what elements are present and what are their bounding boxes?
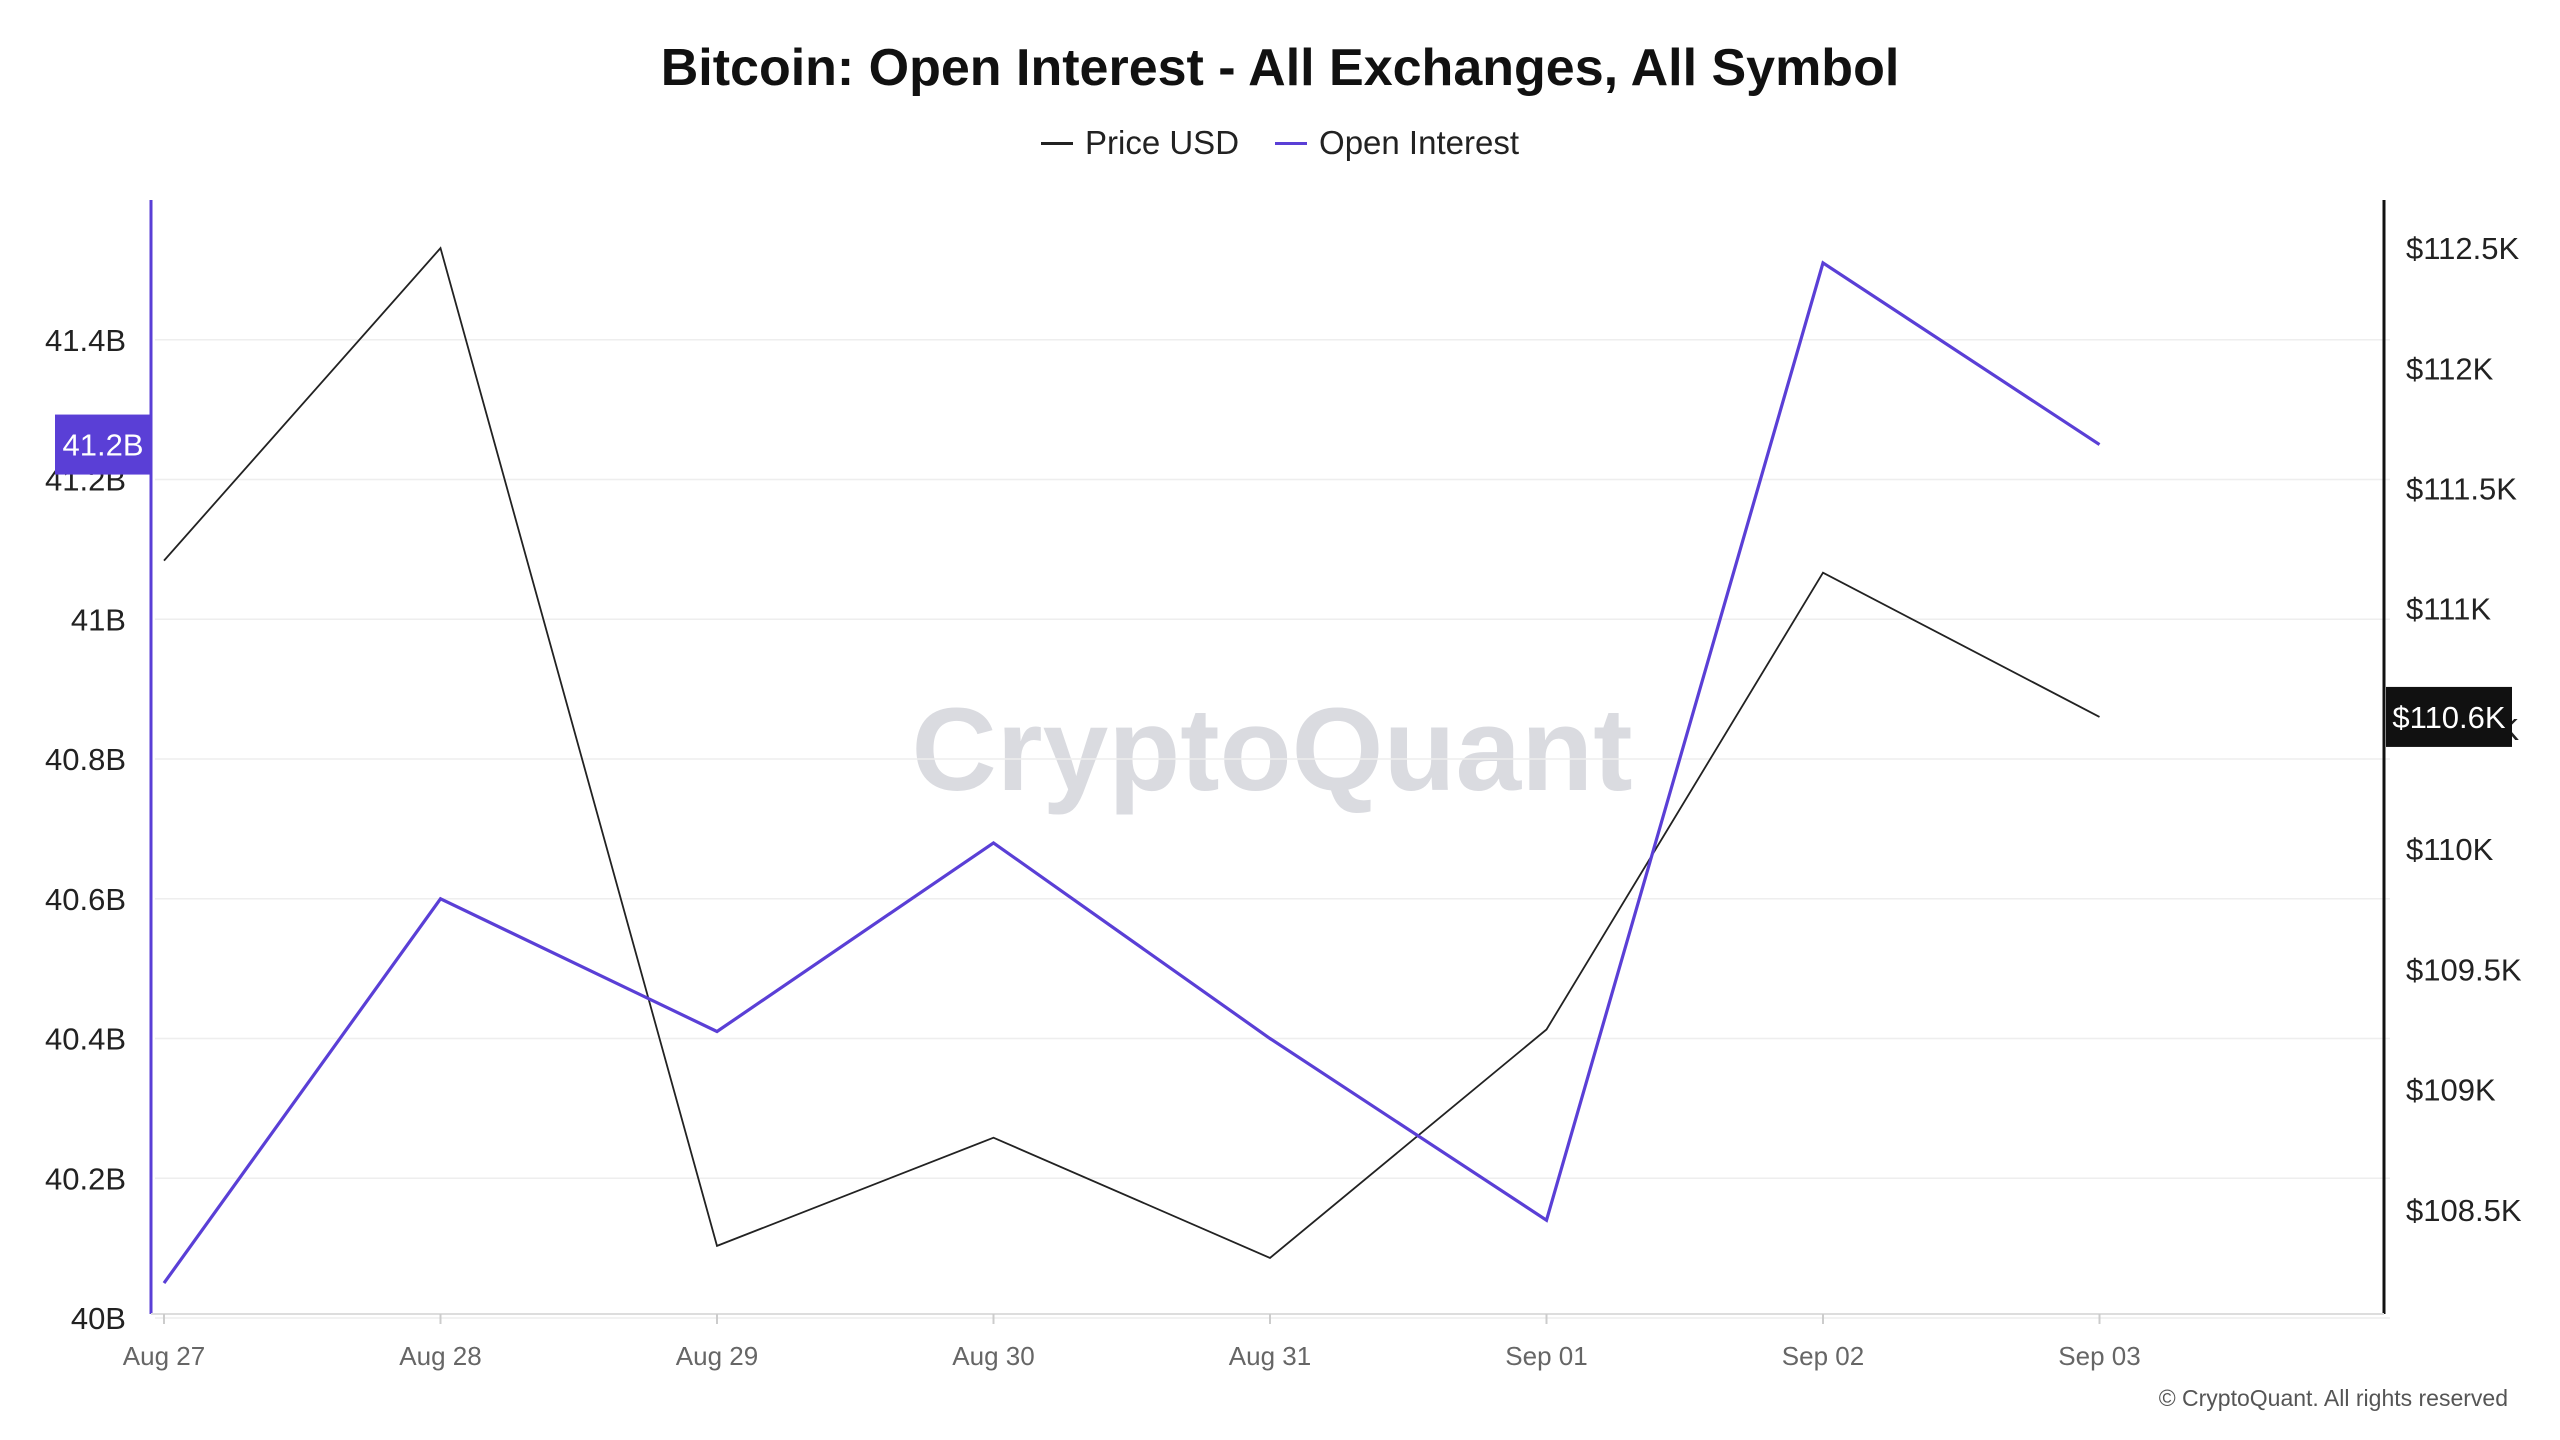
- right-tick-label: $109.5K: [2406, 952, 2522, 987]
- left-tick-label: 40B: [71, 1301, 126, 1336]
- legend-label-price: Price USD: [1085, 124, 1240, 161]
- series-line-price-usd: [163, 246, 2100, 1259]
- x-tick-label: Aug 28: [399, 1341, 481, 1371]
- legend-item-price[interactable]: Price USD: [1041, 124, 1239, 162]
- copyright: © CryptoQuant. All rights reserved: [2158, 1385, 2508, 1411]
- right-value-marker-box: [2386, 686, 2512, 747]
- right-tick-label: $111K: [2406, 592, 2491, 627]
- x-tick-label: Aug 27: [123, 1341, 205, 1371]
- left-tick-label: 40.2B: [45, 1161, 126, 1196]
- legend-item-open-interest[interactable]: Open Interest: [1275, 124, 1519, 162]
- series-group: [162, 246, 2101, 1285]
- right-tick-label: $111.5K: [2406, 472, 2517, 507]
- legend-swatch-open-interest: [1275, 141, 1308, 145]
- left-tick-label: 41B: [71, 602, 126, 637]
- x-tick-label: Sep 02: [1782, 1341, 1864, 1371]
- chart-title: Bitcoin: Open Interest - All Exchanges, …: [660, 39, 1900, 97]
- x-tick-label: Sep 01: [1505, 1341, 1587, 1371]
- right-tick-label: $109K: [2406, 1073, 2496, 1108]
- right-tick-label: $108.5K: [2406, 1193, 2522, 1228]
- left-value-marker-box: [55, 414, 151, 475]
- left-tick-label: 40.8B: [45, 742, 126, 777]
- right-tick-label: $112.5K: [2406, 231, 2520, 266]
- grid: [155, 339, 2390, 1319]
- right-tick-label: $112K: [2406, 351, 2494, 386]
- series-line-open-interest: [162, 260, 2101, 1285]
- x-tick-label: Sep 03: [2058, 1341, 2140, 1371]
- left-tick-label: 41.4B: [45, 323, 126, 358]
- legend-label-open-interest: Open Interest: [1319, 124, 1519, 161]
- left-value-marker-label: 41.2B: [62, 428, 143, 463]
- left-tick-label: 40.4B: [45, 1022, 126, 1057]
- axis-markers: 41.2B $110.6K: [55, 414, 2512, 747]
- right-tick-label: $110K: [2406, 832, 2494, 867]
- x-tick-label: Aug 29: [676, 1341, 758, 1371]
- watermark: CryptoQuant: [911, 684, 1632, 816]
- legend: Price USD Open Interest: [0, 124, 2560, 162]
- x-tick-label: Aug 31: [1229, 1341, 1311, 1371]
- legend-swatch-price: [1041, 141, 1073, 145]
- right-value-marker-label: $110.6K: [2392, 700, 2506, 735]
- left-tick-label: 40.6B: [45, 882, 126, 917]
- x-tick-label: Aug 30: [952, 1341, 1034, 1371]
